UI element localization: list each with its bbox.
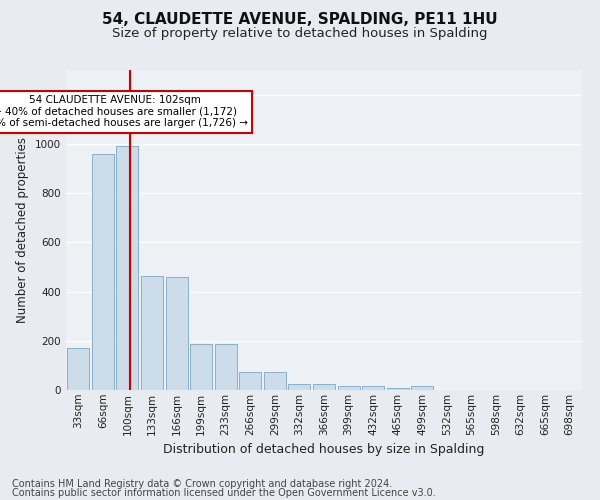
Bar bbox=[264, 372, 286, 390]
Bar bbox=[215, 344, 237, 390]
X-axis label: Distribution of detached houses by size in Spalding: Distribution of detached houses by size … bbox=[163, 443, 485, 456]
Bar bbox=[289, 384, 310, 390]
Bar bbox=[313, 384, 335, 390]
Bar bbox=[141, 276, 163, 390]
Text: 54, CLAUDETTE AVENUE, SPALDING, PE11 1HU: 54, CLAUDETTE AVENUE, SPALDING, PE11 1HU bbox=[102, 12, 498, 28]
Bar bbox=[239, 372, 262, 390]
Text: 54 CLAUDETTE AVENUE: 102sqm
← 40% of detached houses are smaller (1,172)
60% of : 54 CLAUDETTE AVENUE: 102sqm ← 40% of det… bbox=[0, 95, 248, 128]
Bar bbox=[92, 154, 114, 390]
Bar bbox=[116, 146, 139, 390]
Y-axis label: Number of detached properties: Number of detached properties bbox=[16, 137, 29, 323]
Bar bbox=[67, 348, 89, 390]
Text: Contains HM Land Registry data © Crown copyright and database right 2024.: Contains HM Land Registry data © Crown c… bbox=[12, 479, 392, 489]
Text: Contains public sector information licensed under the Open Government Licence v3: Contains public sector information licen… bbox=[12, 488, 436, 498]
Bar bbox=[338, 386, 359, 390]
Text: Size of property relative to detached houses in Spalding: Size of property relative to detached ho… bbox=[112, 28, 488, 40]
Bar bbox=[362, 386, 384, 390]
Bar bbox=[166, 277, 188, 390]
Bar bbox=[386, 388, 409, 390]
Bar bbox=[190, 344, 212, 390]
Bar bbox=[411, 386, 433, 390]
